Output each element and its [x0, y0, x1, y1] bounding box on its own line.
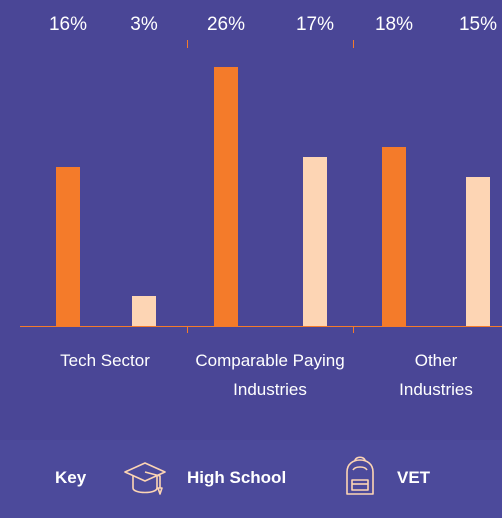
x-tick-label: Tech Sector — [60, 351, 150, 370]
value-label: 18% — [374, 14, 414, 35]
legend-icon-backpack — [346, 456, 374, 495]
chart: Tech Sector 16% 3% Comparable Paying Indust… — [20, 14, 502, 399]
bar — [214, 67, 238, 326]
separator — [353, 326, 354, 333]
bar — [466, 176, 490, 326]
separator — [353, 40, 354, 48]
value-label: 3% — [130, 14, 158, 35]
value-label: 16% — [48, 14, 88, 35]
legend-label: VET — [397, 468, 431, 487]
separator — [187, 40, 188, 48]
legend: Key High School VET — [0, 440, 502, 518]
separator — [187, 326, 188, 333]
bar — [56, 166, 80, 326]
legend-label: High School — [187, 468, 287, 487]
legend-icon-cap — [124, 462, 166, 495]
bar — [132, 296, 156, 326]
bar — [303, 156, 327, 326]
x-tick-label: Comparable Paying Industries — [195, 351, 345, 399]
value-label: 17% — [295, 14, 335, 35]
legend-title: Key — [55, 468, 87, 487]
value-label: 15% — [458, 14, 498, 35]
baseline — [20, 326, 502, 327]
bar — [382, 146, 406, 326]
value-label: 26% — [206, 14, 246, 35]
x-tick-label: Other Industries — [399, 351, 473, 399]
